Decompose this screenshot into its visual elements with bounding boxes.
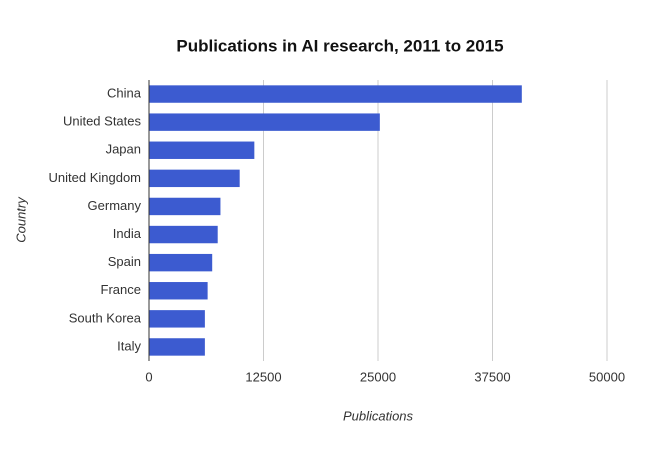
bar	[149, 141, 255, 159]
x-tick-label: 12500	[245, 369, 281, 384]
bar	[149, 310, 205, 328]
y-tick-label: France	[101, 282, 141, 297]
x-tick-label: 37500	[474, 369, 510, 384]
bar	[149, 197, 221, 216]
x-axis-title: Publications	[343, 408, 414, 423]
y-tick-label: Japan	[106, 142, 141, 157]
y-tick-label: South Korea	[69, 310, 142, 325]
y-tick-label: United Kingdom	[49, 170, 142, 185]
bar	[149, 282, 208, 300]
y-tick-label: China	[107, 85, 142, 100]
bar	[149, 338, 205, 356]
y-tick-label: Italy	[117, 338, 141, 353]
x-tick-label: 0	[145, 369, 152, 384]
chart-title: Publications in AI research, 2011 to 201…	[176, 36, 503, 55]
y-axis-title: Country	[13, 196, 28, 243]
bar	[149, 253, 213, 272]
y-tick-label: India	[113, 226, 142, 241]
y-tick-label: Spain	[108, 254, 141, 269]
x-tick-label: 50000	[589, 369, 625, 384]
y-tick-label: United States	[63, 114, 142, 129]
y-tick-label: Germany	[88, 198, 142, 213]
bar	[149, 113, 380, 131]
bar	[149, 85, 522, 103]
x-tick-label: 25000	[360, 369, 396, 384]
bar	[149, 169, 240, 188]
bar	[149, 225, 218, 244]
